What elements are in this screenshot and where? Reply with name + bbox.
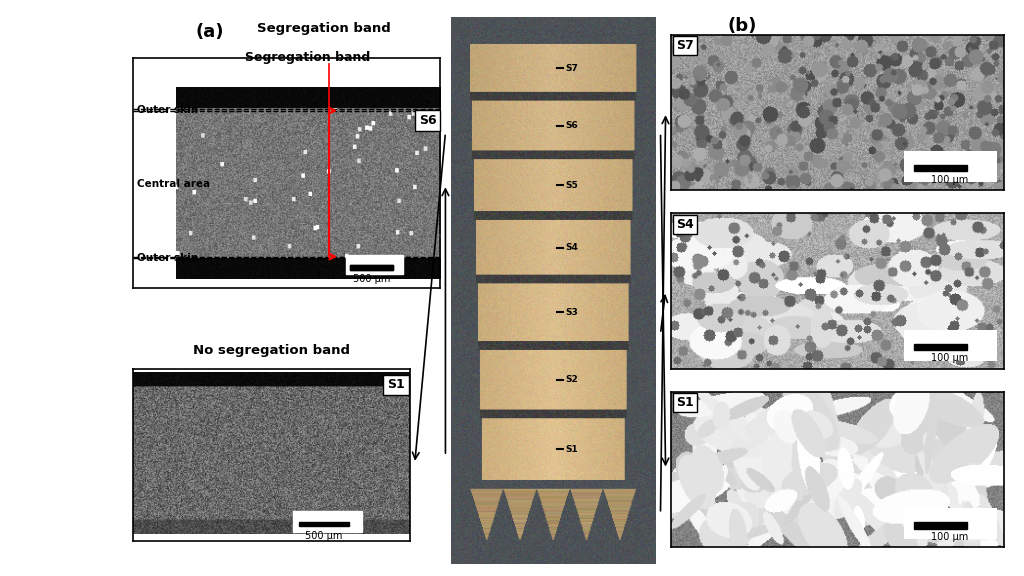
Bar — [913, 522, 967, 529]
Text: S7: S7 — [565, 63, 578, 73]
Bar — [903, 329, 996, 361]
Text: S6: S6 — [565, 121, 578, 130]
Text: Segregation band: Segregation band — [245, 51, 371, 64]
Text: 100 μm: 100 μm — [931, 532, 969, 541]
Bar — [350, 266, 393, 270]
Text: Segregation band: Segregation band — [257, 21, 390, 35]
Text: S7: S7 — [676, 39, 693, 52]
Text: S6: S6 — [419, 114, 437, 127]
Text: No segregation band: No segregation band — [193, 344, 350, 357]
Text: 500 μm: 500 μm — [353, 274, 390, 284]
Bar — [299, 522, 349, 526]
Bar — [346, 255, 402, 274]
Bar — [294, 511, 361, 532]
Text: S4: S4 — [565, 244, 578, 252]
Text: 100 μm: 100 μm — [931, 175, 969, 184]
Text: S5: S5 — [565, 181, 578, 190]
Text: (a): (a) — [196, 23, 224, 41]
Bar — [913, 165, 967, 172]
Text: S1: S1 — [387, 378, 406, 392]
Bar — [913, 344, 967, 350]
Bar — [903, 151, 996, 182]
Text: S2: S2 — [565, 376, 578, 384]
Text: Central area: Central area — [136, 179, 210, 189]
Text: Outer skin: Outer skin — [136, 252, 198, 263]
Text: S4: S4 — [676, 218, 693, 231]
Text: S1: S1 — [565, 445, 578, 454]
Text: Outer skin: Outer skin — [136, 105, 198, 115]
Bar — [350, 266, 393, 270]
Bar — [903, 508, 996, 539]
Text: 500 μm: 500 μm — [305, 530, 343, 541]
Text: (b): (b) — [728, 17, 757, 35]
Text: S3: S3 — [565, 308, 578, 317]
Text: 100 μm: 100 μm — [931, 353, 969, 363]
Text: S1: S1 — [676, 396, 693, 410]
